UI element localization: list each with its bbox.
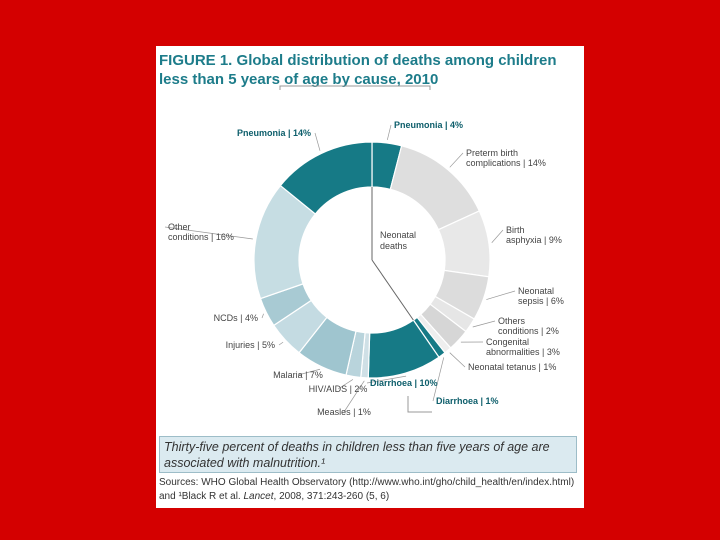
leader-line-6 [449, 352, 466, 368]
group-divider-1 [371, 259, 414, 321]
slice-15 [279, 141, 373, 215]
slice-label-3: Neonatal sepsis | 6% [518, 286, 564, 306]
top-bracket [279, 85, 431, 90]
sources-suffix: , 2008, 371:243-260 (5, 6) [273, 491, 390, 502]
slice-label-6: Neonatal tetanus | 1% [468, 362, 556, 372]
leader-line-7 [432, 357, 445, 402]
leader-line-2 [491, 229, 504, 244]
donut-chart: Neonatal deaths Pneumonia | 4% Preterm birt… [164, 85, 564, 417]
leader-line-12 [278, 341, 284, 346]
slice-label-11: Malaria | 7% [273, 370, 323, 380]
figure-panel: FIGURE 1. Global distribution of deaths … [156, 46, 584, 508]
leader-line-1 [449, 152, 464, 168]
slice-label-12: Injuries | 5% [226, 340, 275, 350]
slice-label-0: Pneumonia | 4% [394, 120, 463, 130]
sources-prefix: Sources: WHO Global Health Observatory (… [159, 477, 575, 502]
slice-label-14: Other conditions | 16% [168, 222, 234, 242]
bottom-bracket [407, 396, 432, 413]
slice-label-2: Birth asphyxia | 9% [506, 225, 562, 245]
sources-journal: Lancet [243, 491, 274, 502]
sources-note: Sources: WHO Global Health Observatory (… [159, 476, 579, 504]
slice-label-4: Others conditions | 2% [498, 316, 559, 336]
slice-label-13: NCDs | 4% [214, 313, 258, 323]
leader-line-4 [472, 320, 496, 328]
leader-line-14 [164, 226, 253, 240]
slice-label-7: Diarrhoea | 1% [436, 396, 499, 406]
malnutrition-callout: Thirty-five percent of deaths in childre… [159, 436, 577, 473]
leader-line-8 [366, 375, 407, 384]
leader-line-11 [297, 368, 321, 376]
figure-number: FIGURE 1. [159, 52, 233, 69]
slice-label-10: HIV/AIDS | 2% [309, 384, 368, 394]
leader-line-15 [314, 132, 321, 151]
slice-label-9: Measles | 1% [317, 407, 371, 417]
slice-label-1: Preterm birth complications | 14% [466, 148, 546, 168]
leader-line-13 [261, 313, 264, 319]
slice-label-15: Pneumonia | 14% [237, 128, 311, 138]
slice-label-5: Congenital abnormalities | 3% [486, 337, 560, 357]
slice-label-8: Diarrhoea | 10% [370, 378, 438, 388]
leader-line-0 [386, 124, 392, 141]
center-label: Neonatal deaths [380, 230, 416, 251]
figure-title-text: Global distribution of deaths among chil… [159, 52, 557, 88]
leader-line-3 [486, 290, 516, 300]
leader-line-9 [343, 380, 365, 413]
leader-line-10 [337, 379, 354, 390]
figure-title: FIGURE 1. Global distribution of deaths … [159, 51, 581, 89]
